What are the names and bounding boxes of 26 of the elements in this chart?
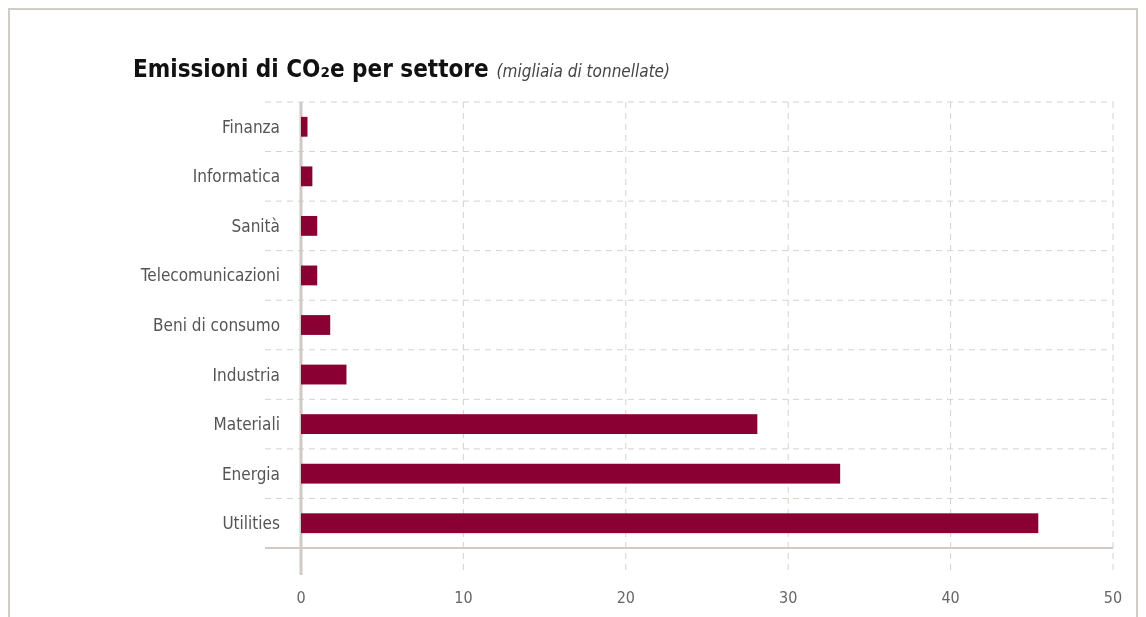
bar <box>301 463 841 484</box>
x-tick-label: 40 <box>941 588 960 607</box>
bar <box>301 414 758 435</box>
x-tick-label: 30 <box>779 588 798 607</box>
y-tick-label: Telecomunicazioni <box>139 265 280 286</box>
bar <box>301 166 313 187</box>
x-tick-label: 10 <box>454 588 473 607</box>
bar <box>301 265 318 286</box>
bar <box>301 364 347 385</box>
bar <box>301 215 318 236</box>
x-tick-label: 50 <box>1103 588 1123 607</box>
bar <box>301 315 331 335</box>
y-tick-label: Beni di consumo <box>153 314 280 335</box>
y-tick-label: Energia <box>221 463 280 484</box>
y-tick-label: Informatica <box>192 166 280 187</box>
x-tick-label: 0 <box>296 588 306 607</box>
bar <box>301 116 308 137</box>
chart-subtitle: (migliaia di tonnellate) <box>496 61 671 81</box>
x-tick-label: 20 <box>616 588 635 607</box>
y-tick-label: Sanità <box>231 215 280 236</box>
chart-title: Emissioni di CO₂e per settore <box>133 55 489 83</box>
y-tick-label: Industria <box>212 364 280 385</box>
bar <box>301 513 1039 534</box>
y-tick-label: Utilities <box>222 513 281 534</box>
y-tick-label: Materiali <box>213 414 280 435</box>
y-tick-label: Finanza <box>222 116 280 137</box>
